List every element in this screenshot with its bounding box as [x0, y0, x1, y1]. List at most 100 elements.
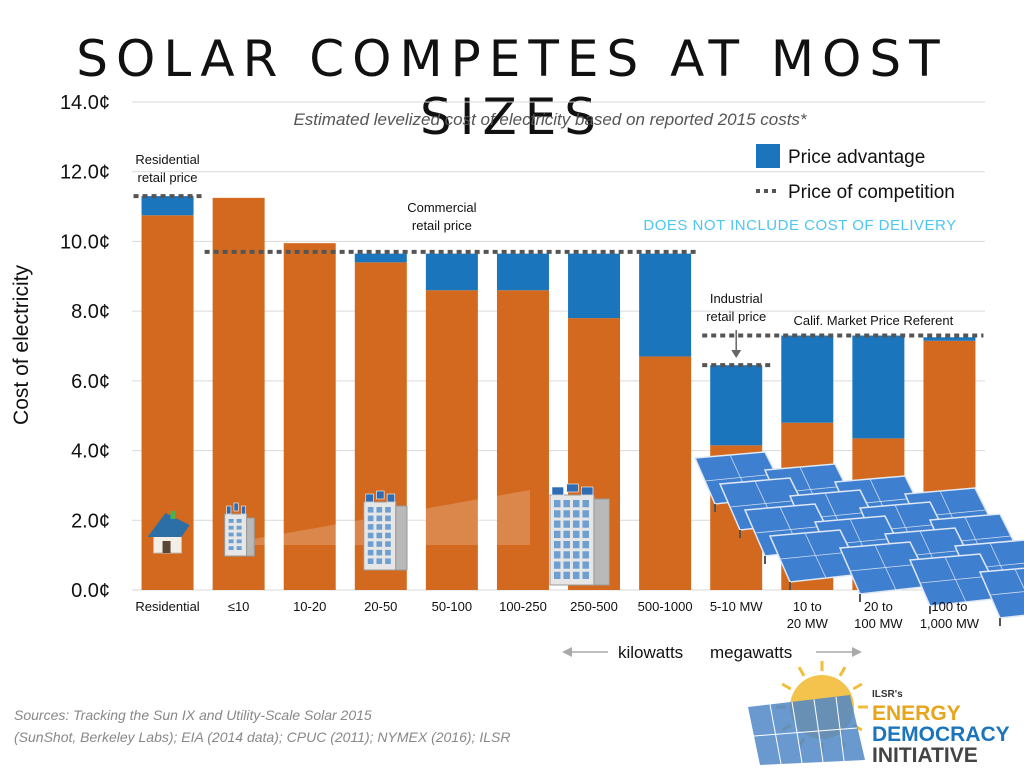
building-window	[553, 500, 561, 508]
panel-grid-line	[989, 591, 1024, 596]
building-window	[563, 541, 570, 549]
building-window	[553, 510, 561, 518]
building-window	[236, 519, 242, 523]
building-window	[367, 515, 374, 522]
building-window	[376, 532, 383, 539]
building-window	[553, 571, 561, 579]
building-window	[376, 558, 383, 564]
roof-solar-panel	[226, 505, 232, 515]
building-window	[367, 541, 374, 547]
legend-label: Price advantage	[788, 147, 925, 168]
house-roof	[147, 513, 190, 537]
building-window	[563, 500, 570, 508]
building-window	[572, 551, 580, 559]
sun-ray	[838, 666, 847, 677]
building-window	[385, 515, 391, 522]
building-window	[376, 507, 383, 513]
x-tick-label: 100 to	[931, 599, 967, 614]
roof-solar-panel	[376, 490, 385, 500]
roof-solar-panel	[233, 502, 239, 512]
y-axis-label: Cost of electricity	[10, 265, 33, 425]
building-window	[572, 561, 580, 569]
building-window	[385, 558, 391, 564]
x-axis: Residential ≤10 10-20 20-50 50-100 100-250 250…	[135, 599, 979, 631]
roof-solar-panel	[580, 486, 594, 496]
roof-solar-panel	[566, 483, 579, 493]
x-tick-label: Residential	[135, 599, 199, 614]
building-window	[228, 525, 234, 530]
x-tick-label: 100-250	[499, 599, 547, 614]
building-window	[367, 507, 374, 513]
building-window	[553, 520, 561, 528]
building-window	[228, 539, 234, 544]
price-advantage-bar	[425, 253, 478, 291]
logo-panel-line	[753, 727, 858, 737]
building-window	[367, 524, 374, 530]
building-window	[385, 524, 391, 530]
solar-cost-bar	[425, 290, 478, 590]
building-window	[572, 530, 580, 538]
building-window	[236, 532, 242, 537]
price-advantage-bar	[639, 253, 692, 357]
building-window	[228, 532, 234, 537]
panel-grid-line	[779, 551, 852, 560]
price-annotation: Commercial	[407, 200, 476, 215]
price-annotation: retail price	[706, 309, 766, 324]
chart-title: SOLAR COMPETES AT MOST SIZES	[76, 30, 948, 146]
delivery-note: DOES NOT INCLUDE COST OF DELIVERY	[643, 217, 956, 234]
building-window	[367, 558, 374, 564]
building-window	[385, 532, 391, 539]
sun-ray	[781, 682, 792, 691]
y-tick-label: 12.0¢	[60, 162, 110, 184]
building-window	[582, 571, 589, 579]
panel-grid-line	[704, 473, 777, 482]
x-tick-label: 20-50	[364, 599, 397, 614]
building-window	[563, 571, 570, 579]
solar-cost-bar	[496, 290, 549, 590]
price-annotation: Calif. Market Price Referent	[794, 313, 954, 328]
building-window	[582, 551, 589, 559]
solar-cost-bar	[283, 243, 336, 590]
building-window	[563, 561, 570, 569]
units-label-megawatts: megawatts	[710, 643, 792, 662]
building-window	[236, 525, 242, 530]
arrow-head	[731, 350, 742, 358]
units-axis: kilowatts megawatts	[562, 643, 862, 662]
building-window	[236, 546, 242, 550]
y-axis: 0.0¢ 2.0¢ 4.0¢ 6.0¢ 8.0¢ 10.0¢ 12.0¢ 14.0¢	[60, 92, 110, 602]
building-window	[367, 532, 374, 539]
sun-ray	[797, 666, 806, 677]
roof-solar-panel	[365, 493, 374, 503]
y-tick-label: 8.0¢	[71, 301, 110, 323]
building-window	[572, 571, 580, 579]
panel-grid-line	[1014, 568, 1024, 590]
sun-ray	[852, 682, 863, 691]
building-side	[593, 498, 610, 586]
x-tick-label: ≤10	[228, 599, 250, 614]
x-tick-label: 100 MW	[854, 616, 903, 631]
building-window	[553, 551, 561, 559]
building-window	[553, 561, 561, 569]
building-window	[582, 530, 589, 538]
building-window	[385, 507, 391, 513]
x-tick-label: 1,000 MW	[920, 616, 980, 631]
price-annotation: retail price	[138, 170, 198, 185]
house-door	[162, 541, 171, 553]
y-tick-label: 0.0¢	[71, 580, 110, 602]
logo-panel-icon	[748, 695, 865, 765]
arrow-right-head	[852, 647, 862, 657]
building-window	[376, 515, 383, 522]
building-window	[563, 551, 570, 559]
price-annotation: Industrial	[710, 291, 763, 306]
x-tick-label: 10 to	[793, 599, 822, 614]
x-tick-label: 20 to	[864, 599, 893, 614]
units-label-kilowatts: kilowatts	[618, 643, 683, 662]
building-window	[572, 520, 580, 528]
price-advantage-bar	[354, 253, 407, 263]
building-window	[582, 541, 589, 549]
legend-label: Price of competition	[788, 182, 955, 203]
chart-subtitle: Estimated levelized cost of electricity …	[293, 110, 807, 129]
building-window	[563, 520, 570, 528]
